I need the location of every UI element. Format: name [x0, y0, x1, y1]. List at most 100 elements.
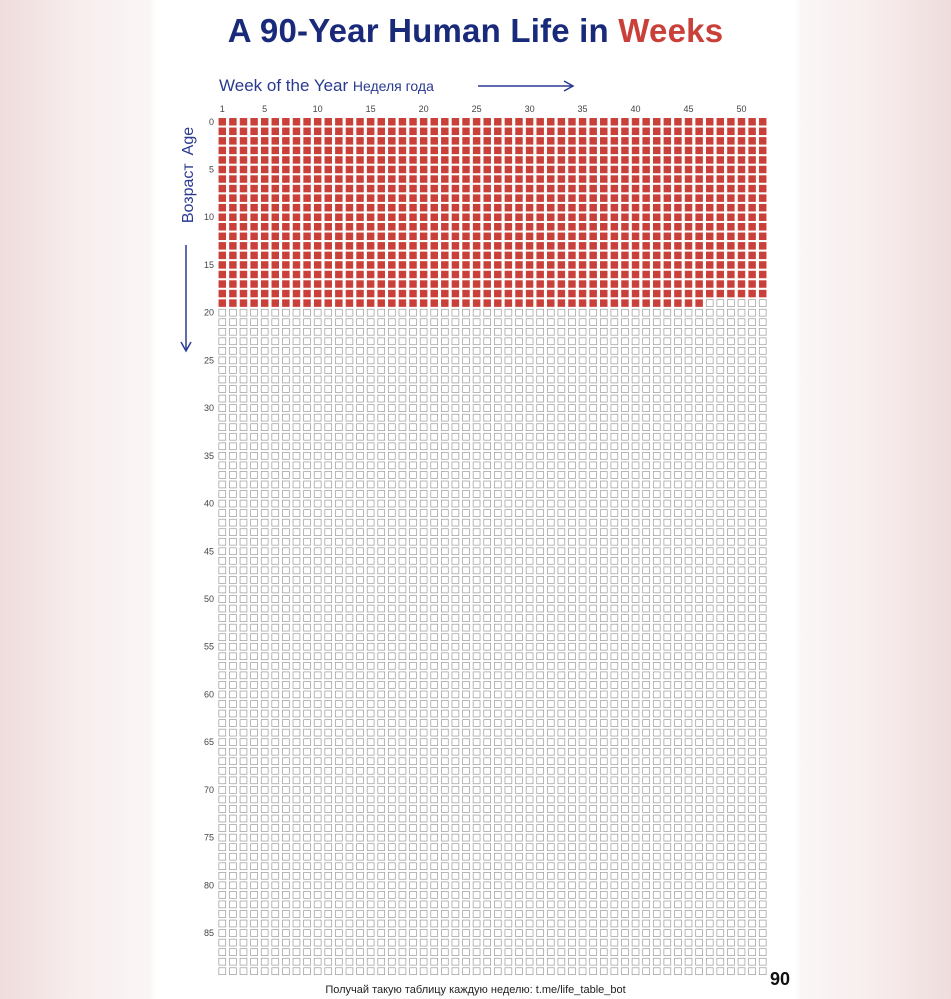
week-cell-remaining [398, 394, 407, 403]
week-cell-lived [419, 184, 428, 193]
week-cell-lived [610, 213, 619, 221]
week-cell-remaining [494, 318, 502, 326]
week-cell-remaining [409, 499, 417, 508]
week-cell-remaining [356, 652, 364, 661]
week-cell-remaining [462, 356, 470, 365]
week-cell-remaining [313, 480, 322, 489]
week-cell-remaining [758, 824, 767, 832]
week-cell-remaining [398, 805, 407, 813]
week-cell-remaining [462, 662, 470, 670]
week-cell-remaining [599, 967, 608, 976]
week-cell-remaining [652, 423, 661, 431]
week-cell-remaining [684, 910, 693, 918]
week-cell-lived [218, 146, 227, 155]
week-cell-remaining [218, 557, 227, 565]
week-cell-remaining [695, 452, 703, 460]
week-cell-remaining [260, 929, 269, 937]
week-cell-remaining [631, 776, 640, 785]
week-cell-remaining [451, 776, 460, 785]
week-cell-remaining [663, 452, 672, 460]
week-cell-remaining [335, 929, 343, 937]
week-cell-remaining [557, 366, 566, 374]
week-cell-remaining [239, 719, 248, 727]
week-cell-remaining [441, 824, 449, 832]
week-cell-remaining [599, 919, 608, 928]
week-cell-remaining [695, 900, 703, 909]
week-cell-remaining [239, 776, 248, 785]
week-cell-remaining [578, 623, 587, 632]
week-cell-remaining [525, 614, 534, 622]
week-cell-lived [758, 165, 767, 174]
week-cell-lived [504, 213, 513, 221]
week-cell-remaining [642, 728, 650, 737]
week-cell-lived [377, 213, 385, 221]
week-cell-lived [652, 213, 661, 221]
week-cell-remaining [599, 948, 608, 956]
week-cell-remaining [705, 442, 714, 451]
week-cell-remaining [557, 356, 566, 365]
week-cell-remaining [292, 881, 301, 890]
week-cell-remaining [356, 423, 364, 431]
week-cell-remaining [451, 642, 460, 651]
week-cell-remaining [366, 432, 375, 441]
week-cell-remaining [642, 824, 650, 832]
week-cell-lived [748, 270, 756, 279]
week-cell-remaining [260, 938, 269, 947]
week-cell-remaining [684, 719, 693, 727]
week-cell-remaining [377, 442, 386, 451]
week-cell-remaining [239, 814, 248, 823]
week-cell-lived [568, 261, 576, 269]
week-cell-lived [684, 299, 693, 307]
week-cell-remaining [557, 957, 566, 966]
week-cell-remaining [260, 614, 269, 622]
week-cell-remaining [430, 547, 439, 556]
week-cell-remaining [557, 852, 566, 861]
week-cell-remaining [335, 327, 343, 336]
week-cell-remaining [260, 642, 269, 651]
title-main: A 90-Year Human Life in [227, 12, 619, 49]
week-cell-remaining [409, 891, 417, 899]
week-cell-remaining [568, 967, 576, 976]
week-cell-remaining [546, 938, 555, 947]
week-cell-remaining [356, 490, 364, 498]
y-tick-label: 20 [204, 308, 214, 318]
week-cell-remaining [335, 767, 343, 775]
week-cell-remaining [335, 356, 343, 365]
week-cell-remaining [727, 394, 735, 403]
week-cell-remaining [642, 318, 650, 326]
week-cell-remaining [748, 375, 756, 384]
week-cell-lived [483, 299, 491, 307]
week-cell-lived [716, 165, 725, 174]
week-cell-lived [547, 203, 555, 212]
week-cell-remaining [599, 728, 608, 737]
week-cell-lived [758, 156, 767, 164]
week-cell-lived [600, 280, 608, 288]
week-cell-remaining [515, 709, 523, 718]
week-cell-lived [642, 270, 650, 279]
week-cell-remaining [409, 757, 417, 766]
week-cell-remaining [631, 871, 640, 880]
week-cell-remaining [462, 767, 470, 775]
week-cell-remaining [652, 757, 661, 766]
week-cell-remaining [652, 385, 661, 393]
week-cell-lived [652, 184, 661, 193]
week-cell-lived [451, 223, 460, 231]
week-cell-remaining [388, 623, 396, 632]
week-cell-lived [366, 156, 375, 164]
week-cell-remaining [536, 871, 544, 880]
week-cell-remaining [536, 566, 544, 575]
week-cell-remaining [239, 471, 248, 479]
week-cell-remaining [737, 910, 746, 918]
week-cell-remaining [494, 824, 502, 832]
week-cell-remaining [292, 375, 301, 384]
week-cell-remaining [684, 490, 693, 498]
week-cell-remaining [695, 862, 703, 871]
week-cell-remaining [568, 595, 576, 603]
week-cell-remaining [705, 948, 714, 956]
week-cell-remaining [758, 814, 767, 823]
week-cell-remaining [705, 957, 714, 966]
week-cell-remaining [737, 356, 746, 365]
week-cell-lived [313, 165, 322, 174]
week-cell-remaining [610, 537, 619, 546]
week-cell-remaining [377, 528, 386, 536]
